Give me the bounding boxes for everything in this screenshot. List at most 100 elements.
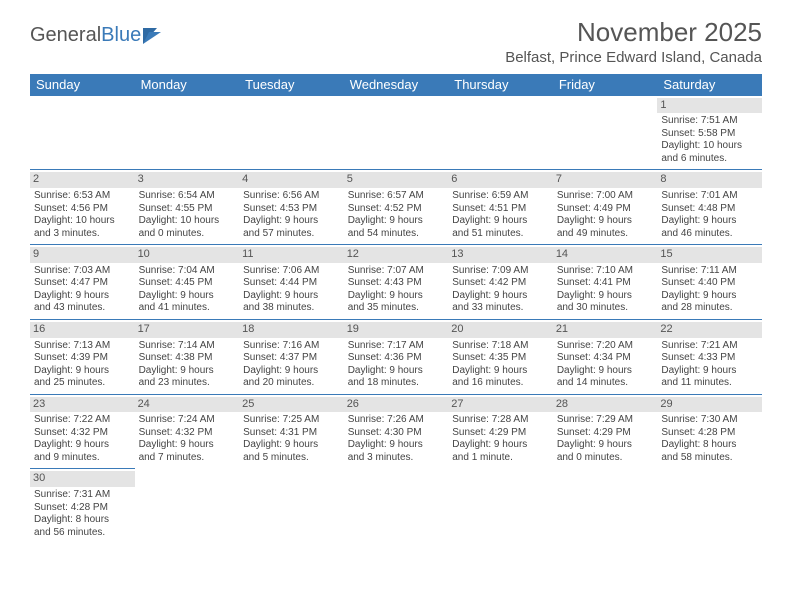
day-number: 12 <box>344 247 449 263</box>
day-number: 1 <box>657 98 762 114</box>
header-row: GeneralBlue November 2025 Belfast, Princ… <box>30 18 762 66</box>
calendar-cell: 4Sunrise: 6:56 AMSunset: 4:53 PMDaylight… <box>239 170 344 245</box>
calendar-cell: 15Sunrise: 7:11 AMSunset: 4:40 PMDayligh… <box>657 245 762 320</box>
sunset-text: Sunset: 4:35 PM <box>452 352 549 365</box>
sunrise-text: Sunrise: 7:07 AM <box>348 265 445 278</box>
sunrise-text: Sunrise: 7:29 AM <box>557 414 654 427</box>
daylight1-text: Daylight: 9 hours <box>661 365 758 378</box>
sunset-text: Sunset: 4:48 PM <box>661 203 758 216</box>
calendar-cell <box>135 95 240 170</box>
daylight2-text: and 3 minutes. <box>348 452 445 465</box>
sunset-text: Sunset: 4:43 PM <box>348 277 445 290</box>
calendar-week-row: 16Sunrise: 7:13 AMSunset: 4:39 PMDayligh… <box>30 319 762 394</box>
weekday-header: Monday <box>135 74 240 96</box>
sunset-text: Sunset: 4:38 PM <box>139 352 236 365</box>
calendar-week-row: 2Sunrise: 6:53 AMSunset: 4:56 PMDaylight… <box>30 170 762 245</box>
calendar-cell: 28Sunrise: 7:29 AMSunset: 4:29 PMDayligh… <box>553 394 658 469</box>
calendar-table: SundayMondayTuesdayWednesdayThursdayFrid… <box>30 74 762 544</box>
calendar-cell: 13Sunrise: 7:09 AMSunset: 4:42 PMDayligh… <box>448 245 553 320</box>
sunset-text: Sunset: 4:49 PM <box>557 203 654 216</box>
day-number: 6 <box>448 172 553 188</box>
daylight1-text: Daylight: 10 hours <box>34 215 131 228</box>
brand-part2: Blue <box>101 24 141 47</box>
daylight2-text: and 9 minutes. <box>34 452 131 465</box>
daylight1-text: Daylight: 9 hours <box>243 365 340 378</box>
daylight2-text: and 18 minutes. <box>348 377 445 390</box>
day-number: 26 <box>344 397 449 413</box>
calendar-cell: 6Sunrise: 6:59 AMSunset: 4:51 PMDaylight… <box>448 170 553 245</box>
day-number: 8 <box>657 172 762 188</box>
daylight2-text: and 41 minutes. <box>139 302 236 315</box>
daylight1-text: Daylight: 9 hours <box>139 439 236 452</box>
sunset-text: Sunset: 4:29 PM <box>452 427 549 440</box>
day-number: 5 <box>344 172 449 188</box>
calendar-cell: 30Sunrise: 7:31 AMSunset: 4:28 PMDayligh… <box>30 469 135 543</box>
daylight1-text: Daylight: 9 hours <box>452 365 549 378</box>
sunset-text: Sunset: 4:55 PM <box>139 203 236 216</box>
weekday-header: Saturday <box>657 74 762 96</box>
calendar-cell: 2Sunrise: 6:53 AMSunset: 4:56 PMDaylight… <box>30 170 135 245</box>
calendar-cell: 3Sunrise: 6:54 AMSunset: 4:55 PMDaylight… <box>135 170 240 245</box>
daylight2-text: and 28 minutes. <box>661 302 758 315</box>
day-number: 23 <box>30 397 135 413</box>
day-number: 14 <box>553 247 658 263</box>
daylight2-text: and 7 minutes. <box>139 452 236 465</box>
calendar-cell <box>135 469 240 543</box>
calendar-cell <box>448 95 553 170</box>
calendar-week-row: 9Sunrise: 7:03 AMSunset: 4:47 PMDaylight… <box>30 245 762 320</box>
sunset-text: Sunset: 4:31 PM <box>243 427 340 440</box>
sunrise-text: Sunrise: 6:57 AM <box>348 190 445 203</box>
daylight1-text: Daylight: 9 hours <box>348 215 445 228</box>
sunset-text: Sunset: 4:32 PM <box>139 427 236 440</box>
day-number: 3 <box>135 172 240 188</box>
calendar-cell <box>344 469 449 543</box>
calendar-week-row: 1Sunrise: 7:51 AMSunset: 5:58 PMDaylight… <box>30 95 762 170</box>
sunset-text: Sunset: 4:29 PM <box>557 427 654 440</box>
daylight1-text: Daylight: 9 hours <box>243 215 340 228</box>
daylight2-text: and 25 minutes. <box>34 377 131 390</box>
sunrise-text: Sunrise: 7:28 AM <box>452 414 549 427</box>
daylight1-text: Daylight: 9 hours <box>34 365 131 378</box>
calendar-page: GeneralBlue November 2025 Belfast, Princ… <box>0 0 792 543</box>
calendar-cell: 17Sunrise: 7:14 AMSunset: 4:38 PMDayligh… <box>135 319 240 394</box>
daylight2-text: and 6 minutes. <box>661 153 758 166</box>
daylight1-text: Daylight: 9 hours <box>557 215 654 228</box>
daylight2-text: and 20 minutes. <box>243 377 340 390</box>
calendar-cell: 29Sunrise: 7:30 AMSunset: 4:28 PMDayligh… <box>657 394 762 469</box>
daylight1-text: Daylight: 9 hours <box>348 439 445 452</box>
sunset-text: Sunset: 4:30 PM <box>348 427 445 440</box>
calendar-cell: 21Sunrise: 7:20 AMSunset: 4:34 PMDayligh… <box>553 319 658 394</box>
sunrise-text: Sunrise: 7:00 AM <box>557 190 654 203</box>
sunrise-text: Sunrise: 7:51 AM <box>661 115 758 128</box>
daylight1-text: Daylight: 9 hours <box>452 439 549 452</box>
daylight2-text: and 38 minutes. <box>243 302 340 315</box>
calendar-cell: 20Sunrise: 7:18 AMSunset: 4:35 PMDayligh… <box>448 319 553 394</box>
sunset-text: Sunset: 4:36 PM <box>348 352 445 365</box>
day-number: 19 <box>344 322 449 338</box>
day-number: 24 <box>135 397 240 413</box>
day-number: 17 <box>135 322 240 338</box>
sunset-text: Sunset: 4:32 PM <box>34 427 131 440</box>
brand-logo: GeneralBlue <box>30 18 165 47</box>
sunset-text: Sunset: 4:44 PM <box>243 277 340 290</box>
calendar-cell <box>553 95 658 170</box>
daylight1-text: Daylight: 9 hours <box>348 365 445 378</box>
day-number: 4 <box>239 172 344 188</box>
daylight2-text: and 11 minutes. <box>661 377 758 390</box>
sunset-text: Sunset: 4:45 PM <box>139 277 236 290</box>
day-number: 15 <box>657 247 762 263</box>
sunset-text: Sunset: 4:28 PM <box>34 502 131 515</box>
daylight2-text: and 30 minutes. <box>557 302 654 315</box>
daylight2-text: and 14 minutes. <box>557 377 654 390</box>
daylight1-text: Daylight: 9 hours <box>34 439 131 452</box>
day-number: 27 <box>448 397 553 413</box>
calendar-cell: 1Sunrise: 7:51 AMSunset: 5:58 PMDaylight… <box>657 95 762 170</box>
sunset-text: Sunset: 4:53 PM <box>243 203 340 216</box>
calendar-week-row: 30Sunrise: 7:31 AMSunset: 4:28 PMDayligh… <box>30 469 762 543</box>
calendar-cell: 14Sunrise: 7:10 AMSunset: 4:41 PMDayligh… <box>553 245 658 320</box>
sunrise-text: Sunrise: 7:14 AM <box>139 340 236 353</box>
daylight1-text: Daylight: 10 hours <box>139 215 236 228</box>
sunrise-text: Sunrise: 7:26 AM <box>348 414 445 427</box>
flag-icon <box>143 28 165 44</box>
daylight2-text: and 35 minutes. <box>348 302 445 315</box>
